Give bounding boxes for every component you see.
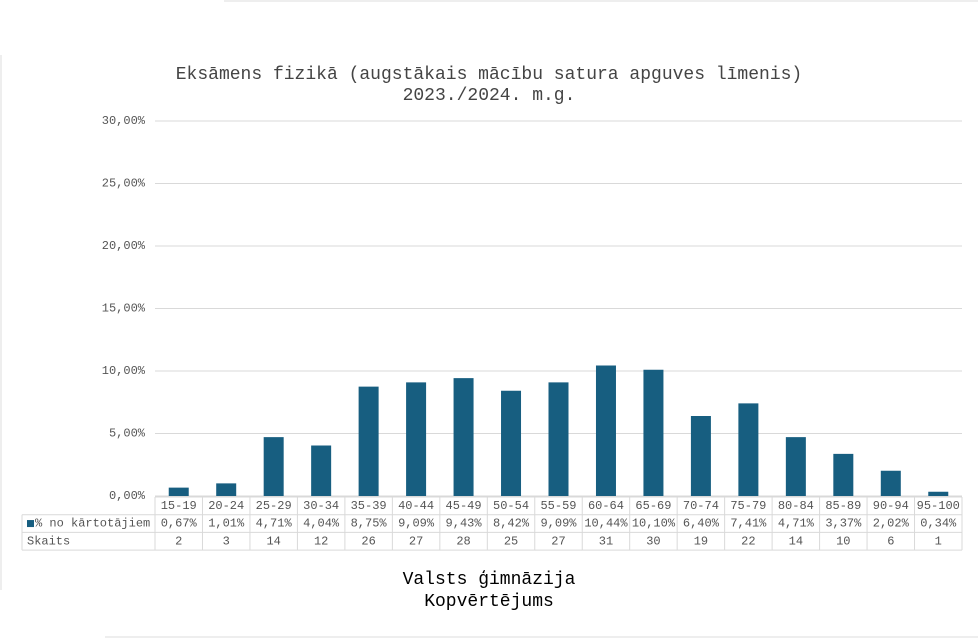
y-tick-label: 25,00% — [102, 177, 146, 191]
bar — [928, 491, 949, 496]
x-tick-label: 40-44 — [398, 499, 434, 513]
y-tick-label: 0,00% — [109, 489, 146, 503]
table-value: 26 — [361, 534, 375, 548]
footer: Valsts ģimnāzija — [403, 570, 576, 590]
data-label: 9,43% — [446, 517, 483, 531]
x-tick-label: 80-84 — [778, 499, 814, 513]
y-tick-label: 30,00% — [102, 114, 146, 128]
data-label: 0,34% — [920, 517, 957, 531]
table-value: 3 — [223, 534, 230, 548]
y-tick-label: 5,00% — [109, 427, 146, 441]
table-value: 10 — [836, 534, 850, 548]
data-label: 6,40% — [683, 517, 720, 531]
chart-title: Eksāmens fizikā (augstākais mācību satur… — [176, 65, 803, 85]
x-tick-label: 75-79 — [730, 499, 766, 513]
data-label: 0,67% — [161, 517, 198, 531]
bar — [833, 453, 854, 496]
bar — [311, 445, 332, 496]
bar — [690, 416, 711, 496]
bar — [216, 483, 237, 496]
data-label: 10,44% — [584, 517, 628, 531]
bar — [880, 470, 901, 496]
x-tick-label: 95-100 — [917, 499, 960, 513]
legend-swatch — [27, 520, 34, 528]
bar — [406, 382, 427, 496]
x-tick-label: 55-59 — [540, 499, 576, 513]
bar — [785, 437, 806, 496]
table-value: 19 — [694, 534, 708, 548]
data-label: 4,71% — [778, 517, 815, 531]
x-tick-label: 20-24 — [208, 499, 244, 513]
data-label: 9,09% — [398, 517, 435, 531]
table-value: 27 — [409, 534, 423, 548]
x-tick-label: 65-69 — [635, 499, 671, 513]
footer: Kopvērtējums — [424, 592, 554, 612]
table-value: 1 — [935, 534, 942, 548]
x-tick-label: 15-19 — [161, 499, 197, 513]
data-label: 9,09% — [540, 517, 577, 531]
table-value: 14 — [266, 534, 280, 548]
bar — [453, 378, 474, 496]
chart-subtitle: 2023./2024. m.g. — [403, 86, 576, 106]
bar — [263, 437, 284, 496]
bar — [643, 369, 664, 496]
x-tick-label: 30-34 — [303, 499, 339, 513]
bar — [168, 487, 189, 496]
table-value: 14 — [789, 534, 803, 548]
y-tick-label: 20,00% — [102, 239, 146, 253]
bar — [548, 382, 569, 496]
x-tick-label: 35-39 — [351, 499, 387, 513]
data-label: 8,75% — [351, 517, 388, 531]
data-label: 2,02% — [873, 517, 910, 531]
data-label: 4,71% — [256, 517, 293, 531]
table-value: 22 — [741, 534, 755, 548]
x-tick-label: 85-89 — [825, 499, 861, 513]
bar — [501, 390, 522, 496]
x-tick-label: 25-29 — [256, 499, 292, 513]
bar — [358, 386, 379, 496]
table-value: 27 — [551, 534, 565, 548]
table-value: 25 — [504, 534, 518, 548]
y-tick-label: 10,00% — [102, 364, 146, 378]
data-label: 10,10% — [632, 517, 676, 531]
table-value: 6 — [887, 534, 894, 548]
table-value: 28 — [456, 534, 470, 548]
x-tick-label: 90-94 — [873, 499, 909, 513]
legend-label: % no kārtotājiem — [35, 517, 150, 531]
table-value: 30 — [646, 534, 660, 548]
data-label: 1,01% — [208, 517, 245, 531]
data-label: 3,37% — [825, 517, 862, 531]
data-label: 7,41% — [730, 517, 767, 531]
x-tick-label: 50-54 — [493, 499, 529, 513]
table-value: 12 — [314, 534, 328, 548]
data-label: 4,04% — [303, 517, 340, 531]
data-label: 8,42% — [493, 517, 530, 531]
table-value: 2 — [175, 534, 182, 548]
x-tick-label: 60-64 — [588, 499, 624, 513]
table-value: 31 — [599, 534, 613, 548]
bar — [595, 365, 616, 496]
y-tick-label: 15,00% — [102, 302, 146, 316]
row-label: Skaits — [27, 534, 70, 548]
x-tick-label: 70-74 — [683, 499, 719, 513]
bar — [738, 403, 759, 496]
x-tick-label: 45-49 — [446, 499, 482, 513]
